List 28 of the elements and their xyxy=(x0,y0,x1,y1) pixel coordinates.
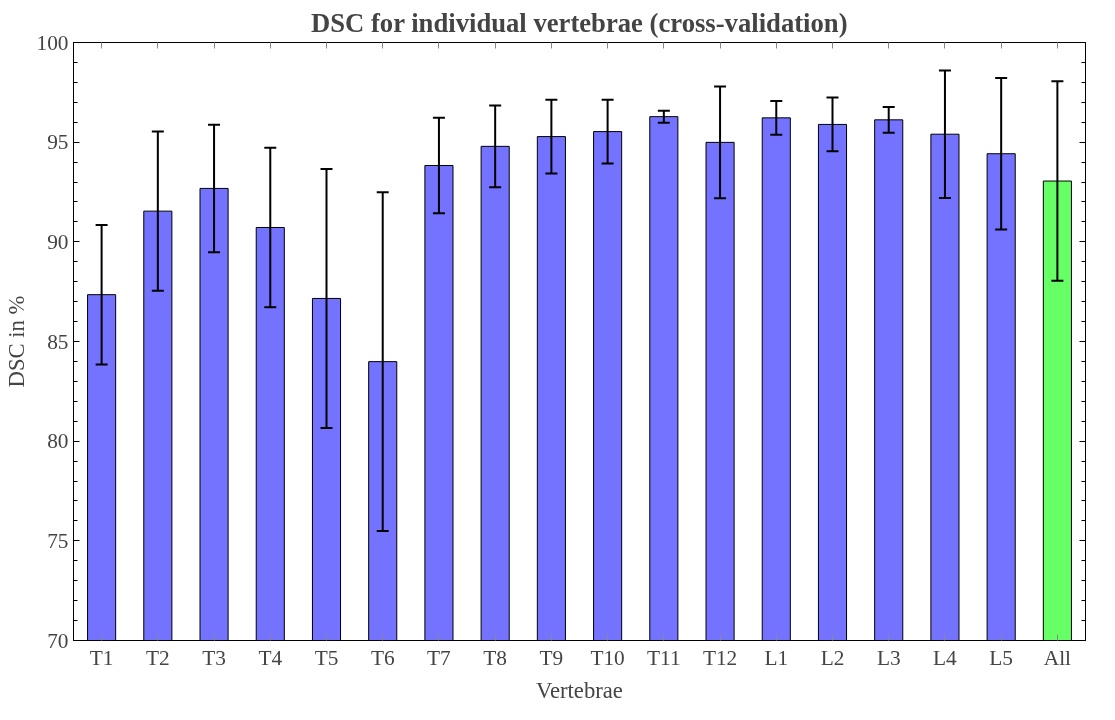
x-tick-label: L3 xyxy=(876,645,901,670)
x-tick-label: L1 xyxy=(764,645,789,670)
y-tick-label: 90 xyxy=(47,229,69,254)
y-tick-label: 80 xyxy=(47,429,69,454)
x-tick-label: L4 xyxy=(933,645,958,670)
x-tick-label: All xyxy=(1043,645,1072,670)
x-tick-label: L5 xyxy=(989,645,1014,670)
y-axis-title: DSC in % xyxy=(3,295,29,388)
x-tick-label: T3 xyxy=(202,645,226,670)
x-tick-label: T4 xyxy=(258,645,283,670)
x-tick-label: T11 xyxy=(647,645,681,670)
x-tick-label: T10 xyxy=(590,645,625,670)
x-tick-label: T6 xyxy=(370,645,395,670)
x-tick-label: T8 xyxy=(483,645,508,670)
x-tick-label: T7 xyxy=(427,645,452,670)
x-tick-label: L2 xyxy=(820,645,845,670)
chart-title: DSC for individual vertebrae (cross-validation) xyxy=(310,7,848,38)
x-tick-label: T5 xyxy=(314,645,339,670)
x-axis-title: Vertebrae xyxy=(536,677,623,703)
x-tick-label: T9 xyxy=(539,645,564,670)
y-tick-label: 70 xyxy=(47,628,69,653)
y-tick-label: 75 xyxy=(47,528,69,553)
y-tick-label: 95 xyxy=(47,130,69,155)
x-tick-label: T12 xyxy=(702,645,738,670)
y-tick-label: 85 xyxy=(47,329,69,354)
x-tick-label: T1 xyxy=(89,645,114,670)
x-tick-label: T2 xyxy=(145,645,170,670)
y-tick-label: 100 xyxy=(36,30,69,55)
